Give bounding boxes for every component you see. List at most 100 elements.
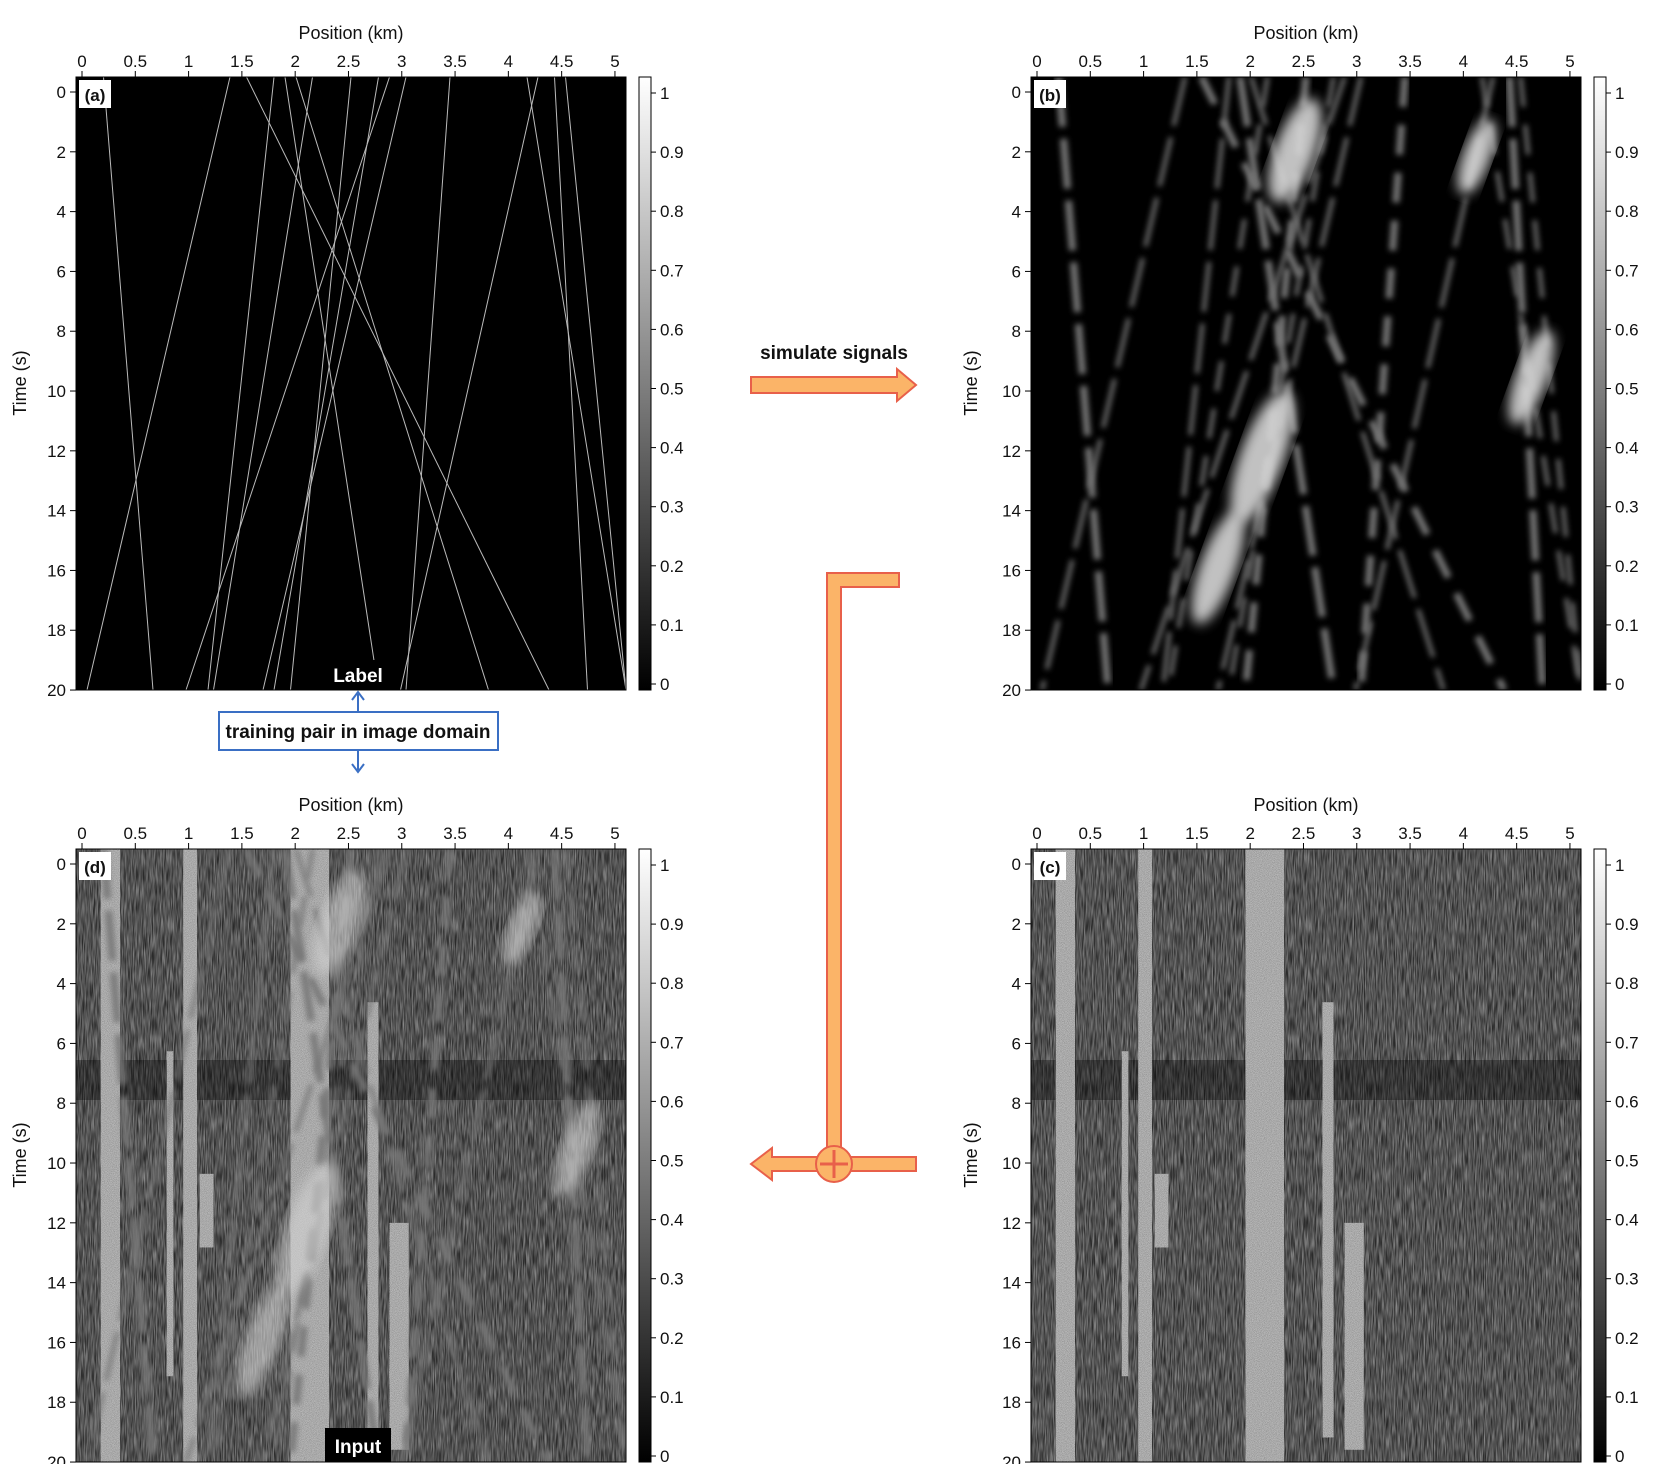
colorbar-tick-label: 0.2: [660, 557, 684, 576]
x-tick-label: 3.5: [1398, 824, 1422, 843]
colorbar: [638, 76, 652, 691]
event-line: [207, 77, 275, 690]
y-tick-label: 10: [1002, 382, 1021, 401]
panel-a-ylabel: Time (s): [10, 350, 30, 415]
y-tick-label: 6: [1012, 262, 1021, 281]
simulate-arrow: simulate signals: [750, 343, 918, 404]
colorbar-tick-label: 0.9: [1615, 143, 1639, 162]
signal-trace: [1216, 77, 1363, 690]
colorbar-tick-label: 0.7: [1615, 1033, 1639, 1052]
panel-c: (c) Position (km) Time (s) 0 0.5 1 1.5 2 2.5 3…: [961, 795, 1639, 1464]
x-tick-label: 2: [290, 824, 299, 843]
signal-blob: [1230, 390, 1294, 524]
event-line: [103, 77, 154, 690]
event-line: [273, 77, 379, 690]
y-tick-label: 18: [1002, 1393, 1021, 1412]
x-tick-label: 5: [610, 52, 619, 71]
colorbar-tick-label: 0.2: [660, 1329, 684, 1348]
label-text: Label: [333, 666, 383, 687]
y-tick-label: 16: [1002, 561, 1021, 580]
panel-a-label-box: [322, 660, 394, 690]
x-tick-label: 0: [77, 52, 86, 71]
panel-c-xlabel: Position (km): [1253, 795, 1358, 815]
signal-trace: [272, 849, 381, 1462]
signal-blob: [275, 1162, 339, 1296]
x-tick-label: 1.5: [230, 52, 254, 71]
event-line: [246, 77, 550, 690]
y-tick-label: 4: [57, 203, 66, 222]
panel-d: (d) Position (km) Time (s) 0 0.5 1 1.5 2 2.5 3…: [10, 795, 684, 1464]
noise-block-speckle: [1245, 849, 1284, 1462]
panel-a-image: [76, 77, 626, 690]
y-tick-label: 6: [57, 1034, 66, 1053]
colorbar-tick-label: 0.8: [1615, 974, 1639, 993]
signal-blob: [313, 870, 367, 975]
panel-c-tag: (c): [1040, 858, 1061, 877]
colorbar-tick-label: 0.5: [1615, 1152, 1639, 1171]
signal-trace: [402, 849, 454, 1462]
event-line: [400, 77, 539, 690]
y-tick-label: 4: [57, 975, 66, 994]
y-tick-label: 20: [1002, 1453, 1021, 1464]
x-tick-label: 2: [1245, 824, 1254, 843]
noise-block-speckle: [1154, 1173, 1169, 1248]
panel-a-tag: (a): [85, 86, 106, 105]
x-tick-label: 4: [1459, 52, 1468, 71]
panel-d-ylabel: Time (s): [10, 1122, 30, 1187]
colorbar-tick-label: 0.3: [1615, 1270, 1639, 1289]
colorbar-tick-label: 0.6: [660, 1092, 684, 1111]
x-tick-label: 3.5: [1398, 52, 1422, 71]
x-tick-label: 3: [397, 52, 406, 71]
signal-trace: [1506, 77, 1546, 690]
panel-b-ylabel: Time (s): [961, 350, 981, 415]
signal-blob: [1191, 510, 1245, 625]
colorbar-tick-label: 0.5: [660, 1152, 684, 1171]
panel-d-signals: [76, 849, 626, 1462]
x-tick-label: 1.5: [1185, 824, 1209, 843]
y-tick-label: 10: [1002, 1154, 1021, 1173]
signal-blob: [553, 1102, 600, 1197]
x-tick-label: 0: [1032, 52, 1041, 71]
event-line: [185, 77, 390, 690]
colorbar-tick-label: 0.4: [1615, 1211, 1639, 1230]
y-tick-label: 8: [57, 322, 66, 341]
signal-trace: [206, 849, 276, 1462]
training-pair-text: training pair in image domain: [226, 722, 491, 743]
y-tick-label: 6: [57, 262, 66, 281]
x-tick-label: 4: [504, 52, 513, 71]
x-tick-label: 4.5: [1505, 52, 1529, 71]
training-pair-connector: training pair in image domain: [218, 690, 499, 774]
signal-blob: [236, 1282, 290, 1397]
colorbar-tick-label: 0.2: [1615, 557, 1639, 576]
colorbar-tick-label: 0.4: [660, 439, 684, 458]
y-tick-label: 0: [57, 83, 66, 102]
colorbar-tick-label: 0.1: [1615, 616, 1639, 635]
event-line: [565, 77, 626, 690]
event-line: [86, 77, 231, 690]
y-tick-label: 8: [57, 1094, 66, 1113]
panel-c-ylabel: Time (s): [961, 1122, 981, 1187]
x-tick-label: 2: [1245, 52, 1254, 71]
colorbar-tick-label: 0.3: [660, 498, 684, 517]
signal-blob: [1268, 98, 1322, 203]
panel-c-dark-band: [1031, 1060, 1581, 1100]
panel-d-axes: 0 0.5 1 1.5 2 2.5 3 3.5 4 4.5 5 0 2 4 6 8 10 12 14 16 18 20 0 0…: [47, 824, 684, 1464]
x-tick-label: 1: [184, 52, 193, 71]
colorbar-tick-label: 1: [660, 84, 669, 103]
signal-trace: [85, 849, 232, 1462]
colorbar-tick-label: 0.7: [660, 261, 684, 280]
arrow-up-icon: [351, 690, 365, 701]
colorbar-tick-label: 0.9: [660, 915, 684, 934]
y-tick-label: 8: [1012, 322, 1021, 341]
y-tick-label: 2: [1012, 143, 1021, 162]
y-tick-label: 18: [47, 621, 66, 640]
event-line: [295, 77, 489, 690]
y-tick-label: 0: [57, 855, 66, 874]
panel-a-tag-box: [79, 80, 111, 108]
colorbar-tick-label: 0.6: [1615, 1092, 1639, 1111]
signal-trace: [211, 849, 315, 1462]
panel-d-tag-box: [79, 852, 111, 880]
simulate-text: simulate signals: [760, 343, 908, 364]
event-line: [290, 77, 352, 690]
x-tick-label: 4: [1459, 824, 1468, 843]
